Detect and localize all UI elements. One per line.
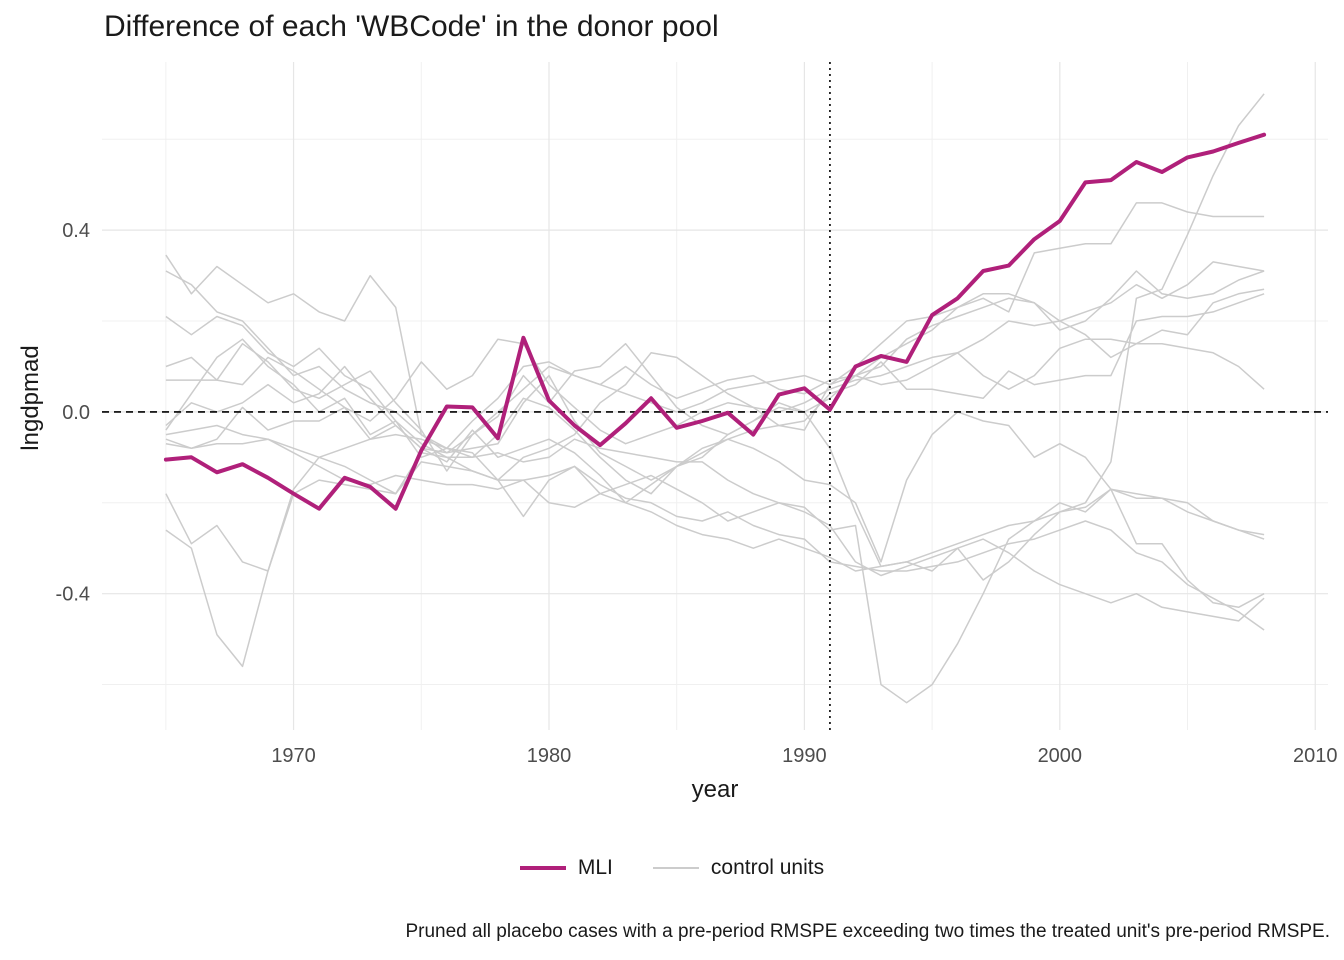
legend-item-controls: control units	[652, 856, 825, 880]
x-axis-title: year	[692, 776, 739, 803]
chart-caption: Pruned all placebo cases with a pre-peri…	[405, 921, 1330, 942]
y-tick-label: 0.4	[62, 220, 90, 242]
legend-label-controls: control units	[710, 856, 825, 879]
y-tick-label: -0.4	[56, 584, 90, 606]
control-series-lines	[165, 93, 1265, 704]
control-unit-line-3	[165, 261, 1265, 459]
control-unit-line-4	[165, 288, 1265, 472]
control-unit-line-10	[165, 461, 1265, 704]
control-unit-line-2	[165, 270, 1265, 454]
chart-title: Difference of each 'WBCode' in the donor…	[104, 10, 719, 43]
control-unit-line-5	[165, 338, 1265, 445]
control-unit-line-11	[165, 438, 1265, 631]
reference-lines	[102, 62, 1328, 730]
control-unit-line-1	[165, 93, 1265, 572]
control-unit-line-9	[165, 397, 1265, 609]
legend-key-treated	[519, 866, 566, 870]
control-unit-line-12	[165, 424, 1265, 622]
treated-series-line	[163, 132, 1267, 511]
treated-unit-line	[163, 132, 1267, 511]
control-unit-line-6	[165, 202, 1265, 481]
y-axis-title: lngdpmad	[17, 345, 44, 450]
x-tick-label: 1980	[527, 745, 572, 767]
control-unit-line-7	[165, 293, 1265, 504]
x-tick-label: 2010	[1293, 745, 1338, 767]
legend-key-controls	[652, 867, 699, 869]
x-tick-label: 2000	[1038, 745, 1083, 767]
tick-labels: 1970 1980 1990 2000 2010 -0.4 0.0 0.4	[56, 220, 1338, 767]
y-tick-label: 0.0	[62, 402, 90, 424]
legend-label-treated: MLI	[577, 856, 613, 879]
legend: MLI control units	[0, 856, 1344, 880]
legend-item-treated: MLI	[519, 856, 613, 880]
control-unit-line-8	[165, 374, 1265, 563]
x-tick-label: 1970	[271, 745, 316, 767]
x-tick-label: 1990	[782, 745, 827, 767]
